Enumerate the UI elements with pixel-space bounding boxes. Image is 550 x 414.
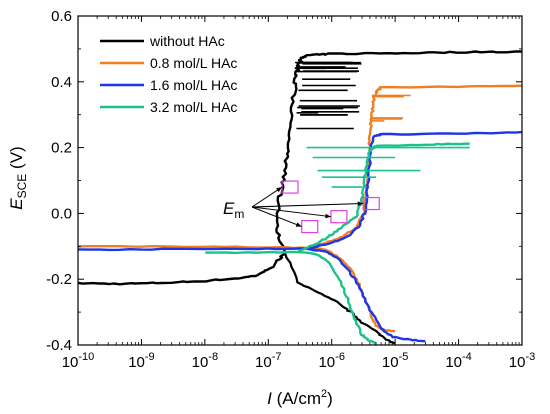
legend-label-2: 0.8 mol/L HAc bbox=[150, 55, 237, 71]
axes: 10-10 10-9 10-8 10-7 10-6 10-5 10-4 10-3 -0.4 -0.… bbox=[46, 8, 535, 371]
x-tick-label: 10-6 bbox=[318, 351, 344, 371]
line-0-8-mol-l-hac-cathodic bbox=[78, 245, 396, 333]
series-2 bbox=[78, 84, 522, 333]
x-tick-label: 10-9 bbox=[128, 351, 154, 371]
em-arrow-4 bbox=[251, 203, 364, 208]
series-1 bbox=[78, 50, 522, 345]
series-3 bbox=[78, 130, 522, 343]
plot-area bbox=[78, 50, 522, 345]
line-without-hac-cathodic bbox=[78, 252, 286, 286]
plot-frame bbox=[77, 15, 523, 346]
legend-label-4: 3.2 mol/L HAc bbox=[150, 99, 237, 115]
em-arrowhead-2 bbox=[295, 222, 302, 227]
em-arrowhead-4 bbox=[357, 201, 364, 206]
y-tick-label: -0.4 bbox=[46, 337, 72, 354]
em-marker-box-1 bbox=[281, 180, 299, 194]
line-1-6-mol-l-hac-cathodic bbox=[78, 247, 426, 343]
y-tick-label: -0.2 bbox=[46, 271, 72, 288]
line-3-2-mol-l-hac-cathodic bbox=[205, 250, 377, 345]
x-tick-label: 10-4 bbox=[445, 351, 471, 371]
annotation-layer bbox=[251, 180, 380, 234]
x-axis-title: I (A/cm2) bbox=[267, 388, 333, 408]
x-tick-label: 10-8 bbox=[192, 351, 218, 371]
em-arrow-1 bbox=[251, 186, 283, 208]
y-tick-label: 0.0 bbox=[51, 205, 72, 222]
y-tick-label: 0.4 bbox=[51, 74, 72, 91]
x-tick-label: 10-5 bbox=[382, 351, 408, 371]
x-tick-label: 10-3 bbox=[509, 351, 535, 371]
y-axis-title-group: ESCE (V) bbox=[7, 146, 29, 209]
line-without-hac-anodic bbox=[275, 50, 522, 254]
line-0-8-mol-l-hac-anodic bbox=[306, 84, 522, 250]
em-marker-box-3 bbox=[330, 210, 348, 224]
line-3-2-mol-l-hac-anodic bbox=[297, 142, 470, 253]
series-4 bbox=[205, 142, 470, 345]
line-without-hac-cathodic-branch bbox=[284, 252, 396, 345]
em-arrowhead-1 bbox=[276, 187, 283, 193]
x-tick-label: 10-7 bbox=[255, 351, 281, 371]
em-arrow-3 bbox=[251, 206, 332, 218]
legend-label-3: 1.6 mol/L HAc bbox=[150, 77, 237, 93]
legend-label-1: without HAc bbox=[149, 33, 225, 49]
legend: without HAc 0.8 mol/L HAc 1.6 mol/L HAc 3.2… bbox=[100, 33, 237, 115]
em-annotation: Em bbox=[223, 199, 244, 221]
y-tick-label: 0.2 bbox=[51, 140, 72, 157]
line-1-6-mol-l-hac-anodic bbox=[305, 130, 522, 250]
em-marker-box-2 bbox=[301, 219, 319, 234]
em-arrow-2 bbox=[251, 206, 302, 228]
y-tick-label: 0.6 bbox=[51, 8, 72, 25]
y-axis-title: ESCE (V) bbox=[7, 146, 29, 209]
em-arrowhead-3 bbox=[325, 213, 331, 219]
x-tick-label: 10-10 bbox=[62, 351, 95, 371]
